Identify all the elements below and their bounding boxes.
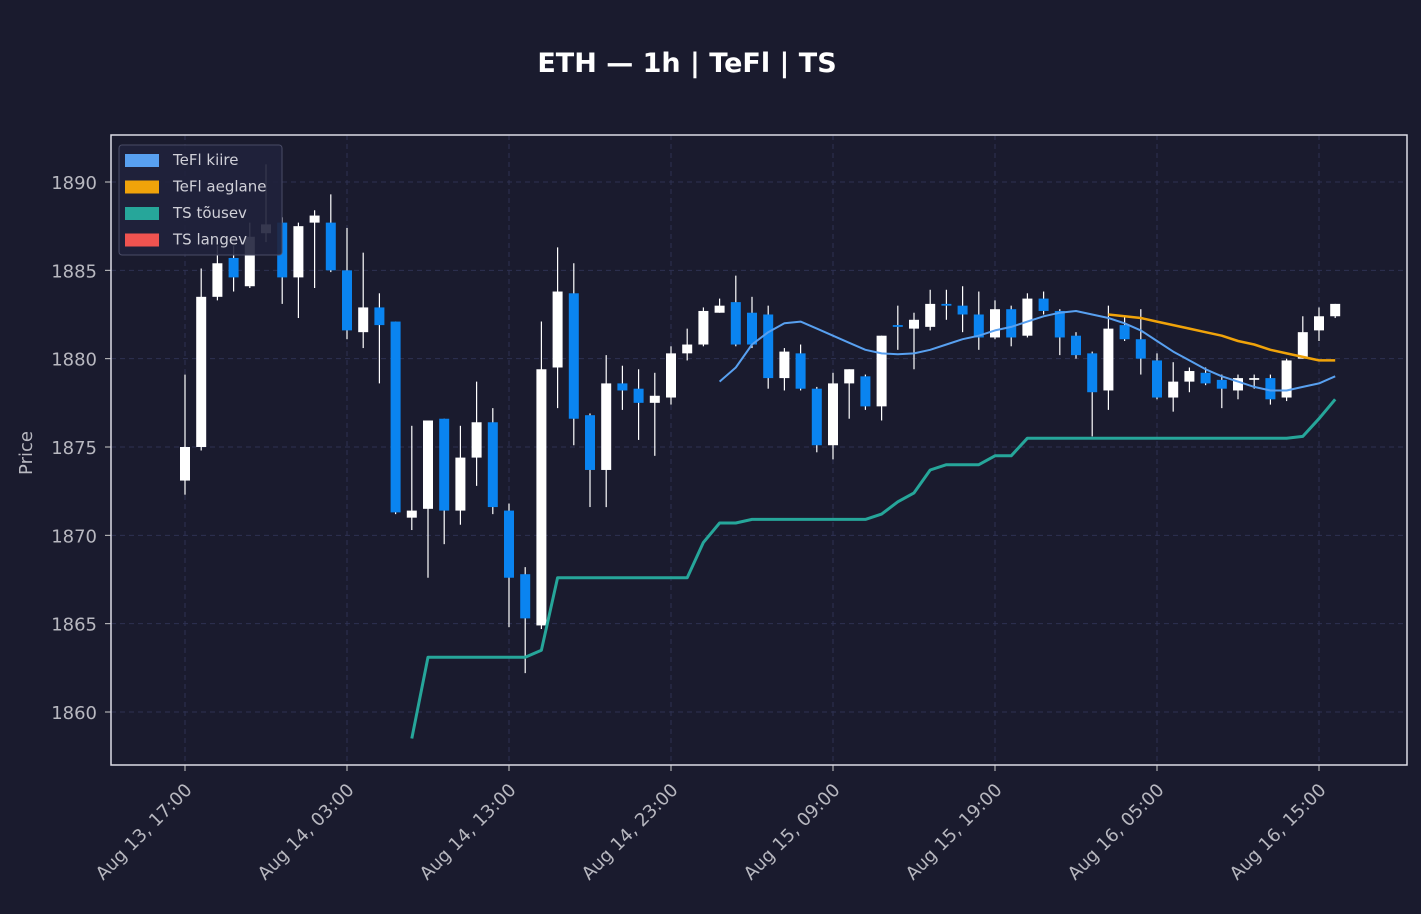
candle-body — [925, 303, 936, 327]
legend-label: TeFl aeglane — [172, 178, 266, 196]
candle-body — [1168, 381, 1179, 398]
candle-body — [455, 457, 466, 511]
candle-body — [504, 510, 514, 578]
y-tick-label: 1885 — [51, 261, 97, 282]
candle-body — [909, 319, 919, 329]
candle-body — [1281, 360, 1292, 398]
y-tick-label: 1880 — [51, 350, 97, 371]
legend: TeFl kiire TeFl aeglane TS tõusev TS langev — [118, 144, 283, 256]
candle-body — [779, 351, 790, 379]
candle-body — [1297, 332, 1308, 359]
candle-body — [633, 388, 644, 403]
candle-body — [601, 383, 612, 470]
y-tick-label: 1875 — [51, 438, 97, 459]
candle-body — [325, 222, 336, 271]
candle-body — [1184, 371, 1195, 382]
candle-body — [649, 395, 660, 403]
candle-body — [406, 510, 417, 518]
candle-body — [358, 307, 369, 333]
candle-body — [1119, 325, 1130, 340]
candle-body — [568, 293, 579, 419]
legend-swatch — [125, 233, 159, 247]
candle-body — [520, 574, 531, 619]
candle-body — [730, 302, 741, 345]
candle-body — [876, 335, 887, 407]
legend-label: TeFl kiire — [172, 151, 239, 169]
candle-body — [844, 369, 855, 384]
candle-body — [1054, 310, 1065, 338]
candle-body — [552, 291, 563, 368]
y-tick-label: 1865 — [51, 615, 97, 636]
candle-body — [860, 376, 871, 407]
candle-body — [585, 415, 595, 470]
y-tick-label: 1870 — [51, 526, 97, 547]
candle-body — [990, 309, 1000, 338]
chart-title: ETH — 1h | TeFl | TS — [537, 48, 836, 79]
y-tick-label: 1890 — [51, 173, 97, 194]
legend-label: TS langev — [172, 231, 247, 249]
candle-body — [682, 344, 693, 354]
candle-body — [423, 420, 433, 509]
candle-body — [1038, 298, 1049, 311]
candle-body — [293, 226, 304, 278]
candle-body — [1249, 378, 1260, 380]
candle-body — [244, 236, 255, 287]
candle-body — [1071, 335, 1081, 356]
plot-frame — [110, 134, 1408, 766]
candle-body — [196, 296, 207, 447]
candle-body — [747, 312, 757, 345]
candle-body — [957, 305, 968, 315]
candle-body — [617, 383, 628, 391]
legend-box — [118, 144, 283, 256]
candle-body — [1330, 303, 1341, 317]
candle-body — [342, 270, 352, 331]
candle-body — [309, 215, 320, 223]
candle-body — [698, 310, 709, 345]
candle-body — [1216, 379, 1227, 389]
candle-body — [487, 422, 498, 508]
candle-body — [1265, 378, 1276, 400]
candle-body — [666, 353, 676, 398]
candle-body — [374, 307, 385, 326]
candle-body — [1087, 353, 1098, 393]
candle-body — [763, 314, 774, 379]
candle-body — [212, 263, 223, 297]
indicator-line — [410, 398, 1337, 739]
candle-body — [1103, 328, 1114, 391]
candle-body — [973, 314, 984, 338]
candle-body — [941, 303, 952, 306]
indicator-line — [718, 310, 1336, 392]
y-tick-label: 1860 — [51, 703, 97, 724]
candle-body — [1314, 316, 1324, 331]
candle-body — [471, 422, 482, 458]
candle-body — [1152, 360, 1162, 398]
y-axis-label: Price — [16, 431, 37, 475]
candle-body — [439, 418, 450, 511]
candle-body — [828, 383, 838, 446]
candle-body — [1233, 378, 1243, 391]
candle-body — [1022, 298, 1033, 336]
candle-body — [390, 321, 401, 513]
legend-swatch — [125, 207, 159, 220]
candle-body — [228, 257, 239, 278]
candle-body — [180, 446, 190, 481]
indicator-line — [1108, 313, 1336, 362]
candle-body — [714, 305, 725, 313]
candle-body — [892, 325, 903, 327]
legend-label: TS tõusev — [172, 204, 247, 222]
candle-body — [536, 369, 547, 626]
candle-body — [811, 388, 822, 446]
candle-body — [1135, 339, 1146, 359]
candle-body — [1200, 372, 1211, 384]
candle-body — [795, 353, 806, 389]
legend-swatch — [125, 154, 159, 167]
candle-body — [1006, 309, 1017, 338]
legend-swatch — [125, 180, 159, 194]
